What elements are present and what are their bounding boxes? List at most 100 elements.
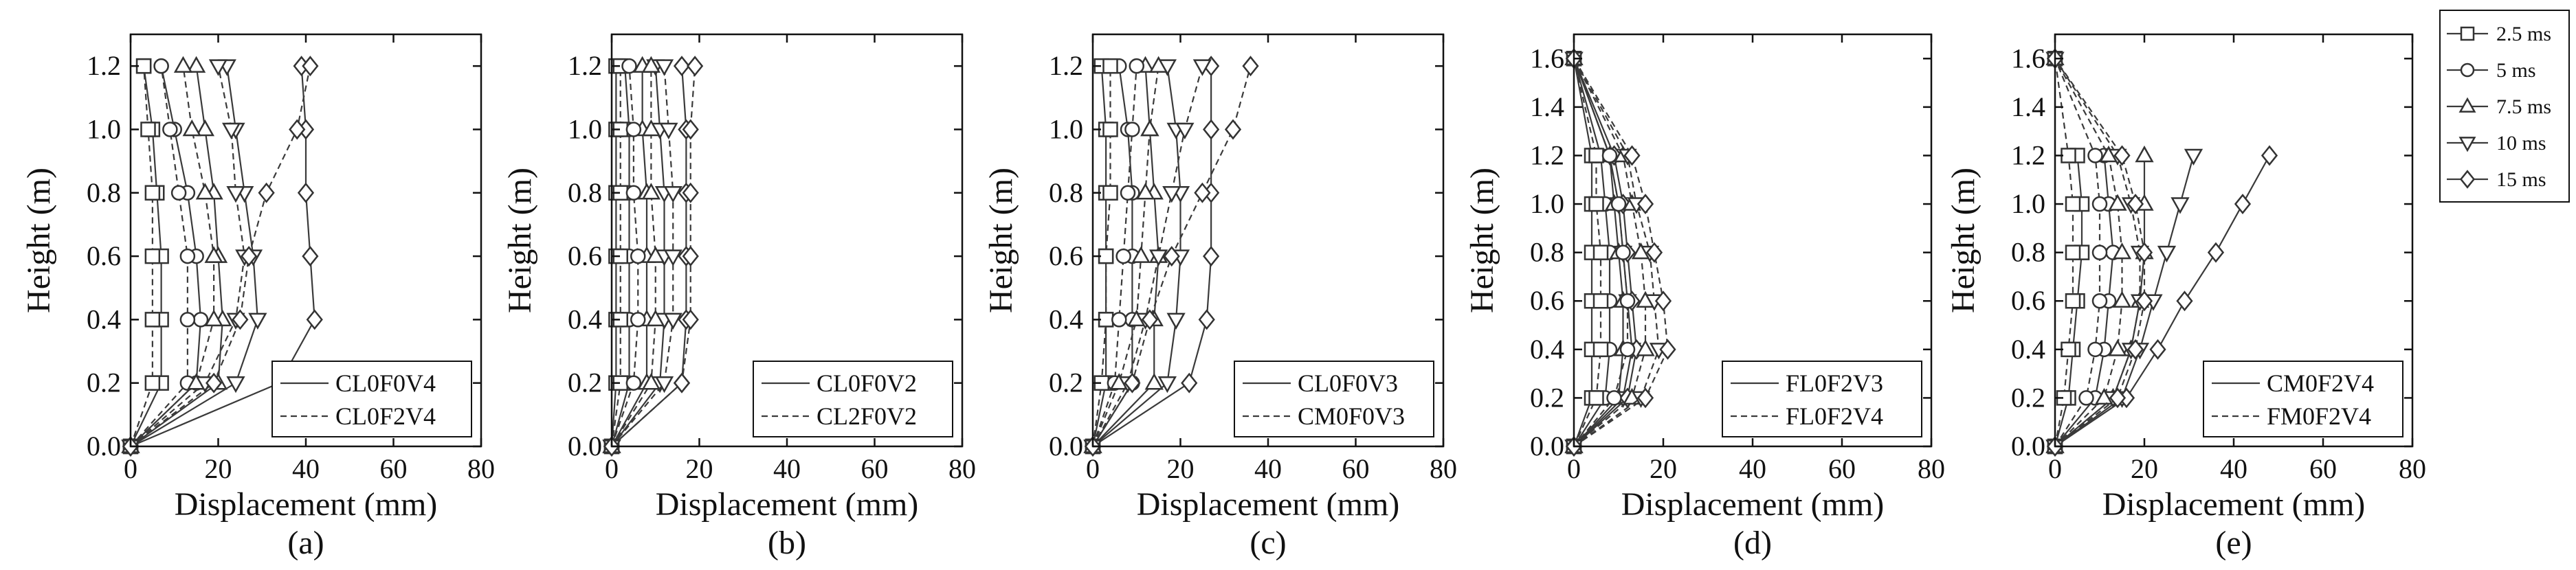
legend-solid-label: CL0F0V4 [335,369,436,397]
data-point [2065,196,2081,212]
y-tick-label: 0.2 [1049,367,1083,398]
x-axis-title: Displacement (mm) [1137,486,1400,523]
data-point [1588,148,1604,163]
square-marker-icon [2460,26,2475,41]
y-tick-label: 0.4 [2011,334,2045,365]
data-point [1140,119,1159,137]
x-tick-label: 20 [205,453,232,484]
data-point [1129,58,1144,74]
data-point [1102,185,1118,201]
data-point [182,119,201,137]
data-point [1645,242,1663,263]
legend-dashed-label: CL0F2V4 [335,402,436,430]
series-legend-item: 2.5 ms [2447,23,2551,45]
series-CL2F0V2-15ms [603,56,704,457]
series-line [2054,58,2101,447]
y-tick-label: 1.2 [2011,139,2045,170]
data-point [258,182,275,203]
data-point [2207,242,2225,263]
data-point [1163,246,1180,267]
y-tick-label: 1.2 [1530,139,1564,170]
data-point [302,56,319,77]
data-point [179,248,196,264]
y-axis-title: Height (m) [502,168,538,313]
y-axis-title: Height (m) [21,168,57,313]
line-style-legend: FL0F2V3 FL0F2V4 [1722,361,1922,437]
y-tick-label: 0.4 [1049,304,1083,334]
data-point [1592,244,1609,260]
y-tick-label: 0.6 [2011,285,2045,316]
data-point [1144,373,1164,390]
data-point [1192,59,1212,76]
legend-dashed-label: CM0F0V3 [1298,402,1405,430]
data-point [1203,119,1220,140]
series-legend-item: 7.5 ms [2447,95,2551,118]
data-point [630,248,646,264]
data-point [1102,58,1118,74]
data-point [1619,293,1636,309]
data-point [2234,194,2252,215]
y-tick-label: 0.2 [2011,382,2045,413]
data-point [306,309,323,330]
data-point [162,122,178,137]
y-tick-label: 0.8 [1530,237,1564,268]
data-point [144,248,161,264]
data-point [170,185,187,201]
data-point [192,312,209,328]
legend-box [271,361,472,437]
data-point [646,246,665,263]
x-tick-label: 20 [1650,453,1677,484]
data-point [641,119,661,137]
data-point [1181,372,1198,394]
y-tick-label: 0.4 [87,304,121,334]
series-legend-label: 7.5 ms [2496,95,2551,118]
x-tick-label: 0 [605,453,619,484]
data-point [2091,293,2108,309]
data-point [1131,246,1151,263]
data-point [641,373,661,390]
x-tick-label: 20 [686,453,713,484]
data-point [1102,122,1118,137]
data-point [682,246,699,267]
data-point [1098,248,1114,264]
data-point [1606,390,1622,406]
data-point [2087,341,2103,358]
x-tick-label: 60 [380,453,408,484]
triangle-up-marker-icon [2458,97,2476,113]
data-point [221,122,241,140]
data-point [2113,145,2131,166]
legend-dashed-label: FM0F2V4 [2267,402,2371,430]
line-style-legend: CM0F2V4 FM0F2V4 [2203,361,2403,437]
data-point [2061,341,2076,358]
data-point [1166,312,1186,330]
data-point [663,312,682,330]
y-tick-label: 1.6 [2011,43,2045,73]
y-tick-label: 1.0 [568,113,602,144]
y-tick-label: 0.0 [1530,431,1564,461]
data-point [1615,244,1631,260]
y-tick-label: 0.0 [1049,431,1083,461]
line-style-legend: CL0F0V4 CL0F2V4 [271,361,472,437]
data-point [625,122,642,137]
x-tick-label: 0 [2048,453,2062,484]
data-point [1654,290,1672,312]
data-point [2078,390,2094,406]
data-point [1592,293,1609,309]
data-point [241,246,258,267]
x-tick-label: 80 [2399,453,2426,484]
line-style-legend: CL0F0V3 CM0F0V3 [1234,361,1434,437]
data-point [1124,122,1140,137]
legend-solid-label: FL0F2V3 [1786,369,1883,397]
data-point [1242,56,1259,77]
circle-marker-icon [2460,62,2475,78]
x-tick-label: 80 [1430,453,1457,484]
series-legend-label: 2.5 ms [2496,23,2551,45]
y-tick-label: 0.4 [568,304,602,334]
y-tick-label: 0.6 [1049,240,1083,271]
data-point [682,309,699,330]
series-FM0F2V4-15ms [2046,48,2153,457]
data-point [1098,312,1114,328]
series-line [1573,58,1593,447]
series-line [1573,58,1611,447]
panel-label: (b) [768,525,806,561]
